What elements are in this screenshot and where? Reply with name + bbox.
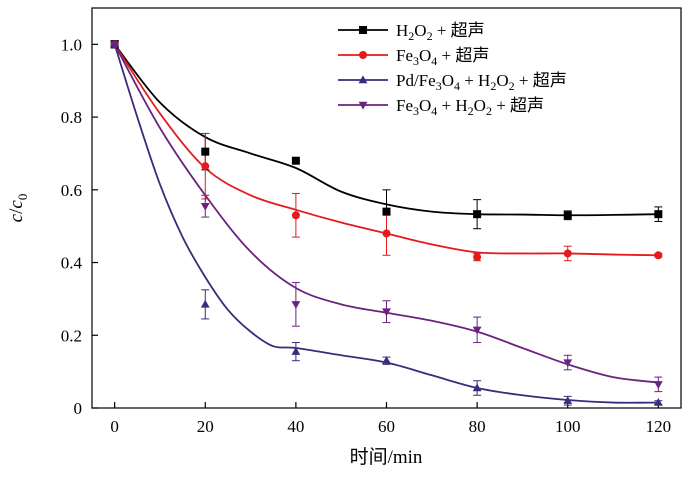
axis-ticks: 0 20 40 60 80 100 120 0 0.2 0.4 0.6 0.8 1.0: [61, 35, 671, 436]
legend-label: H2O2 + 超声: [396, 21, 485, 43]
data-point: [110, 41, 120, 49]
y-tick-label: 0.2: [61, 326, 82, 345]
x-tick-label: 60: [378, 417, 395, 436]
data-point: [382, 229, 391, 238]
x-tick-label: 100: [555, 417, 581, 436]
y-tick-label: 0.4: [61, 254, 83, 273]
data-point: [472, 326, 482, 335]
data-point: [382, 308, 391, 317]
data-points: [110, 39, 663, 406]
data-point: [654, 251, 663, 260]
data-point: [200, 299, 210, 308]
x-tick-label: 0: [110, 417, 119, 436]
data-point: [473, 253, 482, 262]
x-tick-label: 20: [197, 417, 214, 436]
data-point: [201, 147, 210, 156]
x-axis-title: 时间/min: [350, 446, 423, 468]
legend-marker: [358, 75, 368, 84]
y-tick-label: 0.8: [61, 108, 82, 127]
data-point: [291, 211, 300, 220]
data-point: [201, 162, 210, 171]
legend-label: Fe3O4 + 超声: [396, 46, 489, 68]
y-tick-label: 0: [74, 399, 83, 418]
data-point: [200, 202, 210, 211]
y-tick-label: 0.6: [61, 181, 82, 200]
x-tick-label: 40: [287, 417, 304, 436]
data-point: [563, 359, 573, 368]
y-tick-label: 1.0: [61, 35, 82, 54]
data-point: [382, 207, 391, 216]
legend-label: Pd/Fe3O4 + H2O2 + 超声: [396, 71, 567, 93]
legend-marker: [359, 51, 367, 59]
data-point: [563, 211, 572, 220]
data-point: [563, 249, 572, 258]
y-axis-title: c/c0: [6, 194, 30, 223]
data-point: [473, 210, 482, 219]
data-point: [382, 356, 391, 364]
legend-marker: [358, 101, 368, 110]
legend-label: Fe3O4 + H2O2 + 超声: [396, 96, 544, 118]
data-point: [653, 397, 663, 406]
legend: H2O2 + 超声 Fe3O4 + 超声 Pd/Fe3O4 + H2O2 + 超声 F…: [338, 21, 567, 118]
x-tick-label: 80: [469, 417, 486, 436]
data-point: [291, 301, 301, 309]
data-point: [291, 347, 301, 355]
x-tick-label: 120: [646, 417, 672, 436]
data-point: [563, 396, 573, 404]
data-point: [653, 381, 663, 389]
error-bars: [110, 40, 663, 406]
data-point: [291, 156, 300, 165]
legend-marker: [359, 26, 367, 34]
data-point: [472, 383, 482, 392]
data-point: [654, 210, 663, 219]
